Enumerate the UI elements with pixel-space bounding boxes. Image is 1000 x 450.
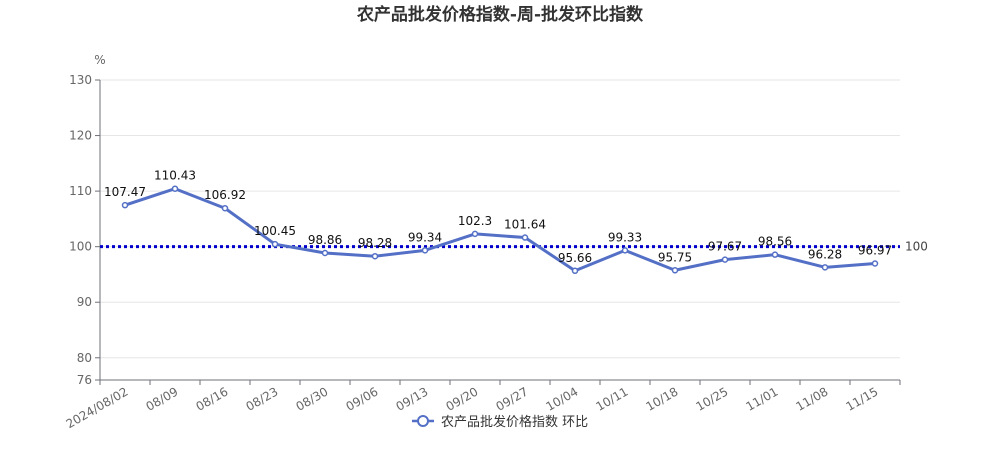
x-tick-label: 09/13 [394,384,431,413]
series-group [121,185,879,275]
y-tick-label: 76 [77,373,92,387]
data-point[interactable] [721,256,729,263]
data-point[interactable] [121,201,129,209]
reference-line-group: 100 [100,240,928,254]
data-label: 95.75 [658,250,692,264]
data-label: 99.33 [608,230,642,244]
x-tick-label: 10/11 [594,384,631,413]
data-point[interactable] [871,260,879,267]
data-point[interactable] [571,267,579,275]
series-line [124,187,876,273]
data-point[interactable] [471,230,479,238]
y-tick-label: 100 [69,240,92,254]
data-label: 106.92 [204,188,246,202]
data-label: 96.28 [808,247,842,261]
x-tick-label: 10/25 [694,384,731,413]
x-tick-label: 08/16 [194,384,231,413]
reference-line-label: 100 [905,240,928,254]
data-point[interactable] [621,247,629,254]
data-label: 101.64 [504,218,546,232]
x-tick-label: 11/15 [844,384,881,413]
legend[interactable]: 农产品批发价格指数 环比 [412,414,588,430]
x-tick-label: 08/23 [244,384,281,413]
chart-title: 农产品批发价格指数-周-批发环比指数 [356,4,644,25]
y-tick-label: 110 [69,184,92,198]
data-label: 98.56 [758,235,792,249]
y-tick-label: 120 [69,129,92,143]
x-tick-label: 10/18 [644,384,681,413]
data-point[interactable] [521,234,529,241]
data-point[interactable] [271,240,279,248]
data-point[interactable] [321,249,329,257]
data-point[interactable] [821,264,829,271]
x-tick-label: 09/20 [444,384,481,413]
y-tick-label: 90 [77,295,92,309]
data-point[interactable] [671,267,679,274]
data-label: 110.43 [154,169,196,183]
data-label: 98.86 [308,233,342,247]
data-label: 107.47 [104,185,146,199]
data-point[interactable] [421,247,429,254]
data-point[interactable] [171,185,179,192]
data-labels: 107.47 110.43 106.92 100.45 98.86 98.28 99.34 1… [104,169,892,265]
x-tick-label: 08/09 [144,384,181,413]
x-tick-label: 09/06 [344,384,381,413]
data-label: 96.97 [858,244,892,258]
x-tick-label: 11/01 [744,384,781,413]
x-tick-label: 08/30 [294,384,331,413]
data-label: 100.45 [254,224,296,238]
legend-point-marker [417,415,429,427]
data-label: 102.3 [458,214,492,228]
y-axis-unit: % [94,53,105,67]
x-tick-label: 2024/08/02 [64,384,131,431]
data-point[interactable] [771,251,779,258]
data-point[interactable] [221,204,229,212]
grid-lines [100,79,900,359]
y-tick-label: 130 [69,73,92,87]
data-label: 97.67 [708,240,742,254]
data-label: 95.66 [558,251,592,265]
x-tick-label: 10/04 [544,384,581,413]
data-point[interactable] [371,252,379,260]
x-tick-label: 11/08 [794,384,831,413]
y-tick-label: 80 [77,351,92,365]
data-label: 99.34 [408,230,442,244]
x-tick-label: 09/27 [494,384,531,413]
legend-label: 农产品批发价格指数 环比 [441,414,588,430]
data-label: 98.28 [358,236,392,250]
